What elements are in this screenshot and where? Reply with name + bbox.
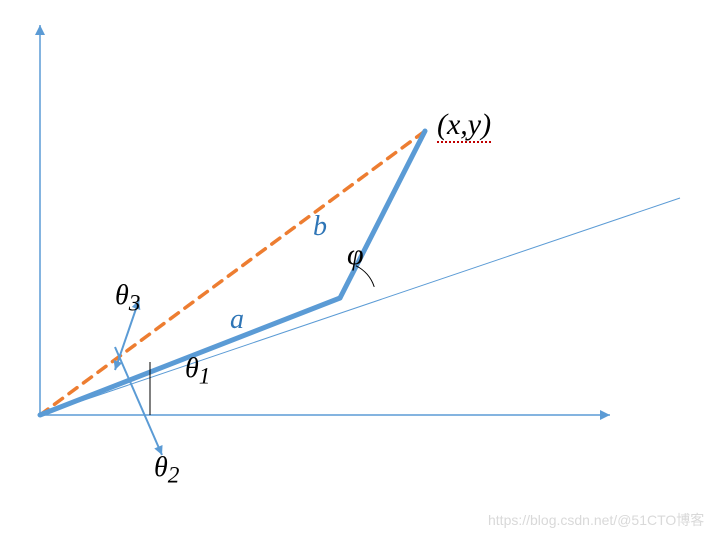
label-theta3: θ3: [115, 280, 140, 318]
label-point-xy: (x,y): [437, 108, 491, 142]
label-theta2: θ2: [154, 452, 179, 490]
watermark: https://blog.csdn.net/@51CTO博客: [488, 510, 704, 530]
label-phi: φ: [347, 238, 364, 272]
label-theta1: θ1: [185, 353, 210, 391]
label-b: b: [313, 211, 327, 243]
label-a: a: [230, 304, 244, 336]
